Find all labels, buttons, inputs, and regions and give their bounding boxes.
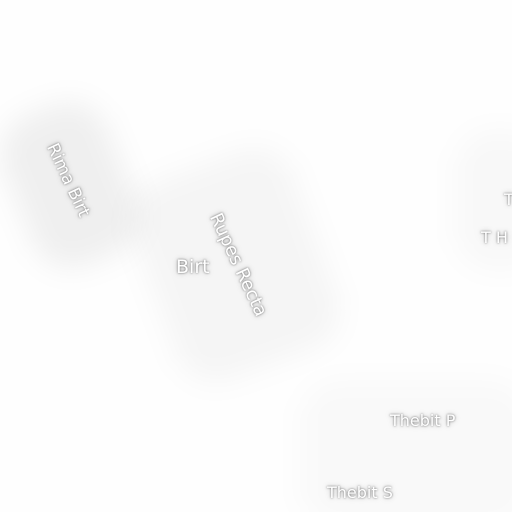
feature-label-birt[interactable]: Birt [176, 256, 210, 278]
feature-label-edge-t[interactable]: T [504, 190, 512, 209]
feature-label-thebit-p[interactable]: Thebit P [390, 411, 456, 430]
feature-label-edge-t-h[interactable]: T H [481, 228, 508, 247]
feature-label-thebit-s[interactable]: Thebit S [327, 483, 393, 502]
